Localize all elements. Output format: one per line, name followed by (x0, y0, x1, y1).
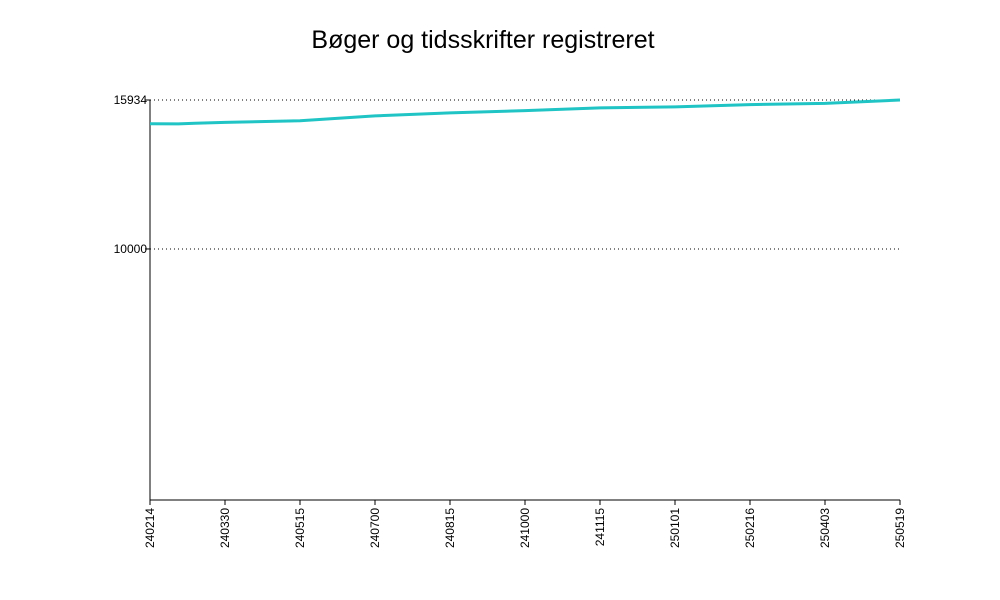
chart-title: Bøger og tidsskrifter registreret (311, 26, 655, 54)
y-axis-ticks: 10000 15934 (114, 93, 150, 256)
x-tick-label-240214: 240214 (143, 508, 157, 548)
x-tick-label-250101: 250101 (668, 508, 682, 548)
x-tick-label-240700: 240700 (368, 508, 382, 548)
y-tick-label-10000: 10000 (114, 242, 148, 256)
x-tick-label-240815: 240815 (443, 508, 457, 548)
x-tick-label-250216: 250216 (743, 508, 757, 548)
y-tick-label-15934: 15934 (114, 93, 148, 107)
series-line-0 (149, 98, 901, 126)
x-tick-label-241000: 241000 (518, 508, 532, 548)
x-tick-label-250403: 250403 (818, 508, 832, 548)
series-group (149, 98, 901, 126)
x-tick-label-241115: 241115 (593, 508, 607, 547)
grid-lines (150, 99, 900, 250)
axes (149, 100, 900, 501)
x-tick-label-250519: 250519 (893, 508, 907, 548)
x-axis-ticks: 240214 240330 240515 240700 240815 241000 2411… (143, 500, 907, 548)
x-tick-label-240515: 240515 (293, 508, 307, 548)
x-tick-label-240330: 240330 (218, 508, 232, 548)
